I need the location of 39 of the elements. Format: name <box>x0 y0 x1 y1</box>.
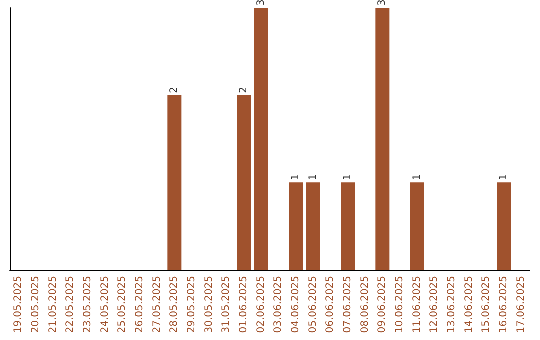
x-tick-label: 17.06.2025 <box>516 276 527 334</box>
x-tick-label: 19.05.2025 <box>13 276 24 334</box>
x-tick-label: 27.05.2025 <box>152 276 163 334</box>
data-label: 1 <box>308 174 319 181</box>
x-tick-label: 03.06.2025 <box>273 276 284 334</box>
data-label: 3 <box>256 0 267 6</box>
data-label: 1 <box>498 174 510 181</box>
x-tick-label: 22.05.2025 <box>65 276 76 334</box>
data-label: 1 <box>290 174 302 181</box>
data-label: 2 <box>238 86 250 94</box>
x-tick-label: 04.06.2025 <box>290 276 302 334</box>
x-tick-label: 05.06.2025 <box>308 276 319 334</box>
x-tick-label: 15.06.2025 <box>481 276 492 334</box>
x-tick-label: 11.06.2025 <box>412 276 423 334</box>
x-tick-label: 09.06.2025 <box>377 276 388 334</box>
data-label: 1 <box>412 174 423 181</box>
data-label: 3 <box>377 0 388 6</box>
x-tick-label: 24.05.2025 <box>100 276 111 334</box>
x-tick-label: 16.06.2025 <box>498 276 510 334</box>
x-tick-label: 10.06.2025 <box>394 276 406 334</box>
x-tick-label: 23.05.2025 <box>82 276 94 334</box>
x-tick-label: 26.05.2025 <box>134 276 146 334</box>
x-tick-label: 14.06.2025 <box>464 276 475 334</box>
x-tick-label: 31.05.2025 <box>221 276 232 334</box>
x-tick-label: 20.05.2025 <box>30 276 42 334</box>
x-tick-label: 30.05.2025 <box>204 276 215 334</box>
x-tick-label: 29.05.2025 <box>186 276 198 334</box>
x-tick-label: 01.06.2025 <box>238 276 250 334</box>
x-tick-label: 02.06.2025 <box>256 276 267 334</box>
x-tick-label: 13.06.2025 <box>446 276 458 334</box>
x-tick-label: 08.06.2025 <box>360 276 371 334</box>
x-tick-label: 12.06.2025 <box>429 276 440 334</box>
x-tick-label: 07.06.2025 <box>342 276 354 334</box>
data-label: 1 <box>342 174 354 181</box>
x-tick-label: 06.06.2025 <box>325 276 336 334</box>
x-tick-label: 25.05.2025 <box>117 276 128 334</box>
data-label: 2 <box>169 86 180 94</box>
x-tick-label: 28.05.2025 <box>169 276 180 334</box>
x-tick-label: 21.05.2025 <box>48 276 59 334</box>
